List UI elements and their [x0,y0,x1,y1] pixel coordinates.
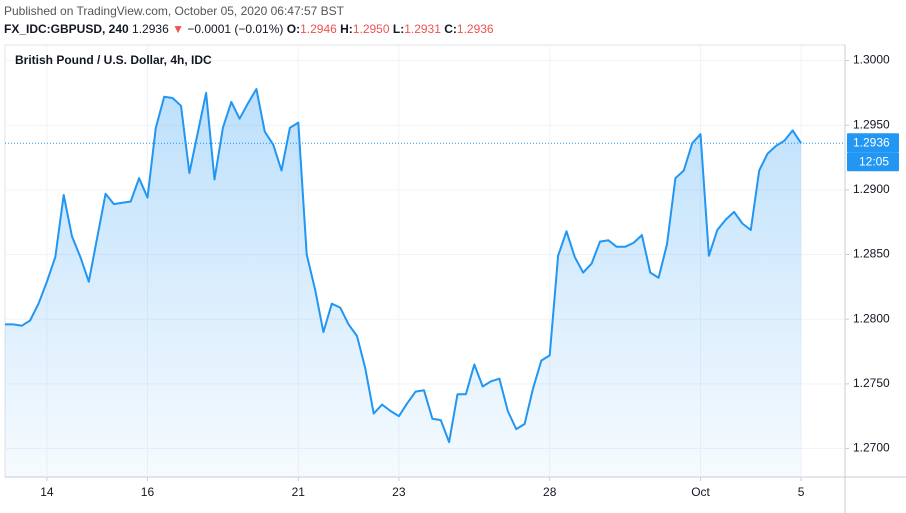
y-tick-label: 1.2750 [853,376,890,390]
price: 1.2936 [132,22,169,36]
open: 1.2946 [300,22,337,36]
x-tick-label: 21 [292,485,306,499]
x-tick-label: 5 [798,485,805,499]
y-tick-label: 1.2900 [853,182,890,196]
y-tick-label: 1.2800 [853,311,890,325]
last-price-label: 1.2936 [853,135,890,149]
chart-title: British Pound / U.S. Dollar, 4h, IDC [15,53,212,67]
countdown-box [847,152,899,172]
high-label: H: [340,22,353,36]
y-tick-label: 1.3000 [853,53,890,67]
x-tick-label: Oct [691,485,710,499]
x-tick-label: 14 [40,485,54,499]
symbol: FX_IDC:GBPUSD, 240 [4,22,129,36]
y-tick-label: 1.2850 [853,247,890,261]
open-label: O: [287,22,300,36]
area [5,89,802,477]
high: 1.2950 [353,22,390,36]
published: Published on TradingView.com, October 05… [4,4,345,18]
close-label: C: [444,22,457,36]
y-tick-label: 1.2950 [853,117,890,131]
y-tick-label: 1.2700 [853,441,890,455]
symbol-line: FX_IDC:GBPUSD, 240 1.2936 ▼ −0.0001 (−0.… [4,22,494,36]
close: 1.2936 [457,22,494,36]
low-label: L: [393,22,404,36]
low: 1.2931 [404,22,441,36]
x-tick-label: 23 [392,485,406,499]
countdown-label: 12:05 [859,154,889,168]
arrow: ▼ [172,22,184,36]
x-tick-label: 28 [543,485,557,499]
last-price-box [847,133,899,153]
price-line [5,88,802,444]
x-tick-label: 16 [141,485,155,499]
change: −0.0001 (−0.01%) [187,22,283,36]
